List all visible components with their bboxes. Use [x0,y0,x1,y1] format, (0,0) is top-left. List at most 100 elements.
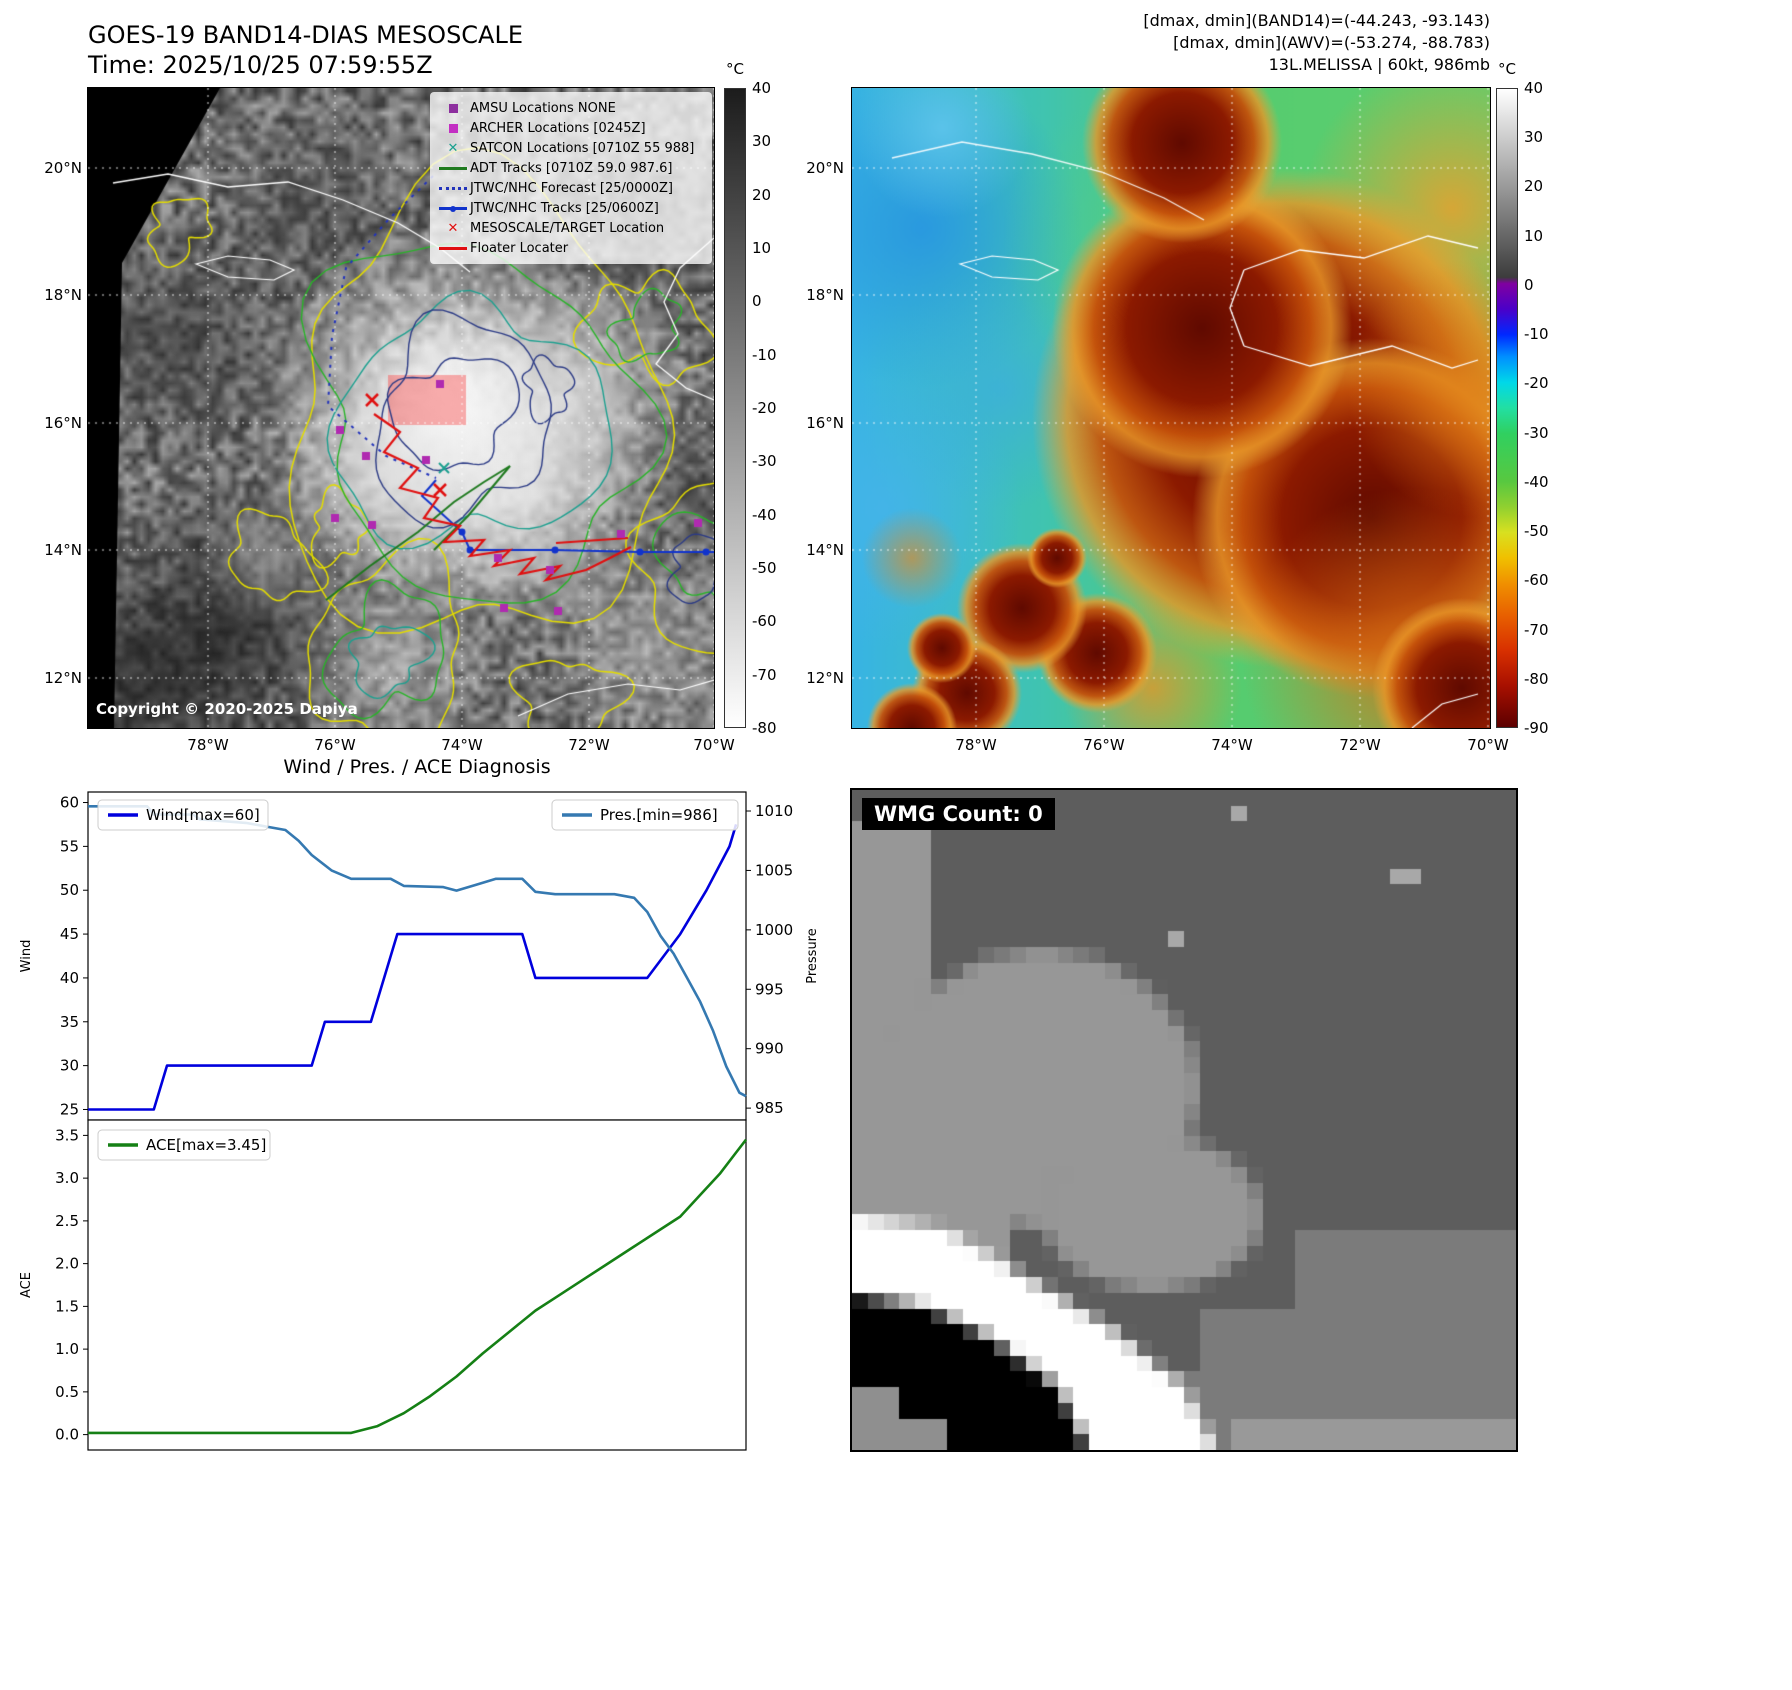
ace-tick-label: 2.5 [55,1212,79,1230]
band14-colorbar-tick: 0 [752,292,762,311]
band14-colorbar-tick: -50 [752,559,777,577]
band14-colorbar-tick: -20 [752,399,777,417]
wind-tick-label: 35 [60,1013,79,1031]
floater-line-icon [436,246,470,250]
pressure-tick-label: 985 [755,1099,784,1117]
awv-colorbar-tick: -90 [1524,719,1549,737]
band14-lon-tick: 70°W [693,736,735,754]
wind-tick-label: 50 [60,881,79,899]
awv-colorbar-tick: -40 [1524,472,1549,491]
wind-pres-ace-chart: 25 30 35 40 45 50 55 60 985 990 995 1000 1005 1010 0.0… [19,791,820,1451]
band14-colorbar [724,88,746,728]
awv-colorbar-tick: -30 [1524,423,1549,442]
legend-label: SATCON Locations [0710Z 55 988] [470,140,695,156]
wind-legend: Wind[max=60] [97,799,269,831]
jtwc-forecast-dotted-icon [436,186,470,190]
pressure-tick-label: 1010 [755,802,793,820]
wind-legend-label: Wind[max=60] [146,806,260,824]
band14-lat-tick: 12°N [44,669,82,687]
ace-tick-label: 3.5 [55,1126,79,1144]
legend-item: JTWC/NHC Tracks [25/0600Z] [436,198,706,218]
copyright-text: Copyright © 2020-2025 Dapiya [96,700,358,718]
pressure-tick-label: 990 [755,1040,784,1058]
ace-legend: ACE[max=3.45] [97,1129,271,1161]
legend-label: MESOSCALE/TARGET Location [470,220,665,236]
awv-colorbar-tick: -70 [1524,620,1549,639]
band14-colorbar-tick: 20 [752,185,772,204]
legend-item: ✕ SATCON Locations [0710Z 55 988] [436,138,706,158]
band14-colorbar-tick: 30 [752,132,772,151]
pressure-legend: Pres.[min=986] [551,799,739,831]
legend-item: ARCHER Locations [0245Z] [436,118,706,138]
awv-colorbar-tick: -20 [1524,374,1549,393]
jtwc-track-line-icon [436,205,470,212]
adt-track-line-icon [436,166,470,170]
awv-header-awv-range: [dmax, dmin](AWV)=(-53.274, -88.783) [1173,33,1490,52]
awv-lat-tick: 14°N [806,541,844,559]
legend-label: AMSU Locations NONE [470,100,616,116]
wind-tick-label: 55 [60,837,79,855]
mesoscale-target-x-icon: ✕ [447,220,459,236]
awv-colorbar-tick: -10 [1524,325,1549,344]
awv-header-band14-range: [dmax, dmin](BAND14)=(-44.243, -93.143) [1143,11,1490,30]
awv-colorbar-tick: 0 [1524,275,1534,294]
awv-colorbar [1496,88,1518,728]
ace-tick-label: 0.0 [55,1426,79,1444]
band14-colorbar-tick: 40 [752,79,772,97]
ace-axis-label: ACE [19,1272,34,1298]
wind-pressure-subplot [87,791,747,1121]
awv-satellite-image [851,87,1491,729]
band14-lon-tick: 78°W [187,736,229,754]
pressure-tick-label: 1005 [755,861,793,879]
band14-colorbar-tick: 10 [752,239,772,257]
legend-item: JTWC/NHC Forecast [25/0000Z] [436,178,706,198]
ace-tick-label: 0.5 [55,1383,79,1401]
band14-lat-tick: 14°N [44,541,82,559]
band14-time: Time: 2025/10/25 07:59:55Z [88,51,433,79]
ace-legend-label: ACE[max=3.45] [146,1136,266,1154]
band14-title: GOES-19 BAND14-DIAS MESOSCALE [88,21,524,49]
pressure-tick-label: 995 [755,980,784,998]
awv-colorbar-unit: °C [1498,60,1516,78]
band14-lat-tick: 20°N [44,159,82,177]
legend-label: JTWC/NHC Tracks [25/0600Z] [470,200,659,216]
band14-lon-tick: 76°W [314,736,356,754]
band14-colorbar-unit: °C [726,60,744,78]
awv-lat-tick: 12°N [806,669,844,687]
storm-id-intensity: 13L.MELISSA | 60kt, 986mb [1268,55,1490,74]
awv-colorbar-tick: 10 [1524,226,1544,245]
pressure-axis-label: Pressure [805,928,820,984]
band14-lat-tick: 16°N [44,414,82,432]
awv-lon-tick: 72°W [1339,736,1381,754]
wind-tick-label: 25 [60,1100,79,1118]
pressure-legend-label: Pres.[min=986] [600,806,718,824]
ace-tick-label: 1.0 [55,1340,79,1358]
band14-lon-tick: 72°W [568,736,610,754]
ace-tick-label: 3.0 [55,1169,79,1187]
wind-tick-label: 40 [60,969,79,987]
band14-colorbar-tick: -10 [752,345,777,364]
legend-item: Floater Locater [436,238,706,258]
awv-lon-tick: 74°W [1211,736,1253,754]
wind-axis-label: Wind [19,940,34,973]
archer-square-icon [436,123,470,133]
awv-colorbar-tick: -50 [1524,522,1549,541]
legend-item: ADT Tracks [0710Z 59.0 987.6] [436,158,706,178]
ace-series-line [88,1138,748,1435]
satcon-x-icon: ✕ [447,140,459,156]
chart-title: Wind / Pres. / ACE Diagnosis [283,756,551,778]
wmg-count-badge: WMG Count: 0 [862,798,1055,830]
awv-lat-tick: 20°N [806,159,844,177]
awv-colorbar-tick: 40 [1524,79,1544,97]
band14-colorbar-tick: -40 [752,505,777,524]
wind-series-line [88,824,738,1111]
band14-map-legend: AMSU Locations NONE ARCHER Locations [024… [430,92,712,264]
awv-lon-tick: 78°W [955,736,997,754]
pressure-tick-label: 1000 [755,921,793,939]
legend-label: ADT Tracks [0710Z 59.0 987.6] [470,160,673,176]
wmg-grid-image [850,788,1518,1452]
band14-colorbar-tick: -60 [752,612,777,631]
awv-colorbar-tick: 20 [1524,177,1544,196]
band14-colorbar-tick: -70 [752,665,777,684]
